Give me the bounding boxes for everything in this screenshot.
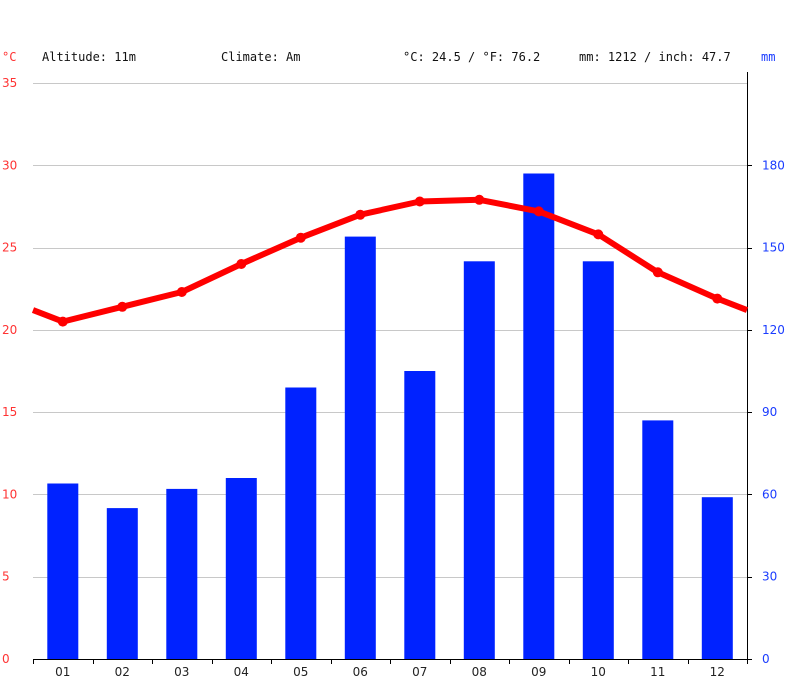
temperature-point	[355, 209, 366, 220]
left-tick-label: 35	[2, 76, 17, 90]
x-tick-label: 02	[115, 665, 130, 679]
x-tick-label: 11	[650, 665, 665, 679]
precipitation-bar	[166, 488, 198, 659]
temperature-point	[533, 206, 544, 217]
left-axis-ticks: 0 5 10 15 20 25 30 35	[2, 76, 17, 666]
right-axis-unit: mm	[761, 50, 775, 64]
altitude-label: Altitude: 11m	[42, 50, 136, 64]
temperature-point	[176, 287, 187, 297]
x-tick-label: 06	[353, 665, 368, 679]
x-tick-label: 04	[234, 665, 249, 679]
precipitation-bar	[701, 497, 733, 659]
x-tick-label: 09	[531, 665, 546, 679]
precipitation-bar	[47, 483, 79, 659]
right-tick-label: 30	[762, 570, 777, 584]
temperature-point	[295, 232, 306, 243]
left-tick-label: 0	[2, 652, 10, 666]
temperature-point	[414, 196, 425, 207]
chart-header: °C Altitude: 11m Climate: Am °C: 24.5 / …	[2, 50, 775, 64]
temperature-point	[236, 259, 247, 269]
left-tick-label: 20	[2, 323, 17, 337]
temperature-point	[593, 229, 604, 240]
precipitation-bars	[47, 173, 733, 659]
right-axis-ticks: 0 30 60 90 120 150 180	[762, 158, 785, 666]
climate-label: Climate: Am	[221, 50, 300, 64]
x-tick-label: 03	[174, 665, 189, 679]
temperature-point	[652, 267, 663, 278]
temperature-point	[117, 301, 128, 312]
right-tick-label: 150	[762, 241, 785, 255]
temperature-summary: °C: 24.5 / °F: 76.2	[403, 50, 540, 64]
precipitation-bar	[285, 387, 317, 659]
left-tick-label: 30	[2, 158, 17, 172]
x-axis-ticks: 01 02 03 04 05 06 07 08 09 10 11 12	[55, 665, 725, 679]
x-tick-label: 05	[293, 665, 308, 679]
precipitation-summary: mm: 1212 / inch: 47.7	[579, 50, 731, 64]
temperature-point	[712, 293, 723, 304]
left-tick-label: 25	[2, 241, 17, 255]
left-tick-label: 10	[2, 487, 17, 501]
precipitation-bar	[404, 371, 436, 659]
precipitation-bar	[344, 236, 376, 659]
x-tick-label: 01	[55, 665, 70, 679]
grid-lines	[33, 83, 747, 578]
precipitation-bar	[642, 420, 674, 659]
precipitation-bar	[582, 261, 614, 659]
precipitation-bar	[225, 478, 257, 659]
right-tick-label: 90	[762, 405, 777, 419]
right-tick-label: 0	[762, 652, 770, 666]
x-tick-label: 12	[710, 665, 725, 679]
axes	[33, 72, 752, 664]
right-tick-label: 120	[762, 323, 785, 337]
left-tick-label: 15	[2, 405, 17, 419]
x-tick-label: 10	[591, 665, 606, 679]
left-tick-label: 5	[2, 570, 10, 584]
x-tick-label: 08	[472, 665, 487, 679]
temperature-line	[31, 196, 749, 325]
temperature-point	[474, 194, 485, 205]
temperature-point	[57, 316, 68, 327]
precipitation-bar	[106, 508, 138, 659]
right-tick-label: 60	[762, 487, 777, 501]
precipitation-bar	[463, 261, 495, 659]
precipitation-bar	[523, 173, 555, 659]
left-axis-unit: °C	[2, 50, 16, 64]
temperature-line-group	[31, 194, 749, 327]
x-tick-label: 07	[412, 665, 427, 679]
right-tick-label: 180	[762, 158, 785, 172]
